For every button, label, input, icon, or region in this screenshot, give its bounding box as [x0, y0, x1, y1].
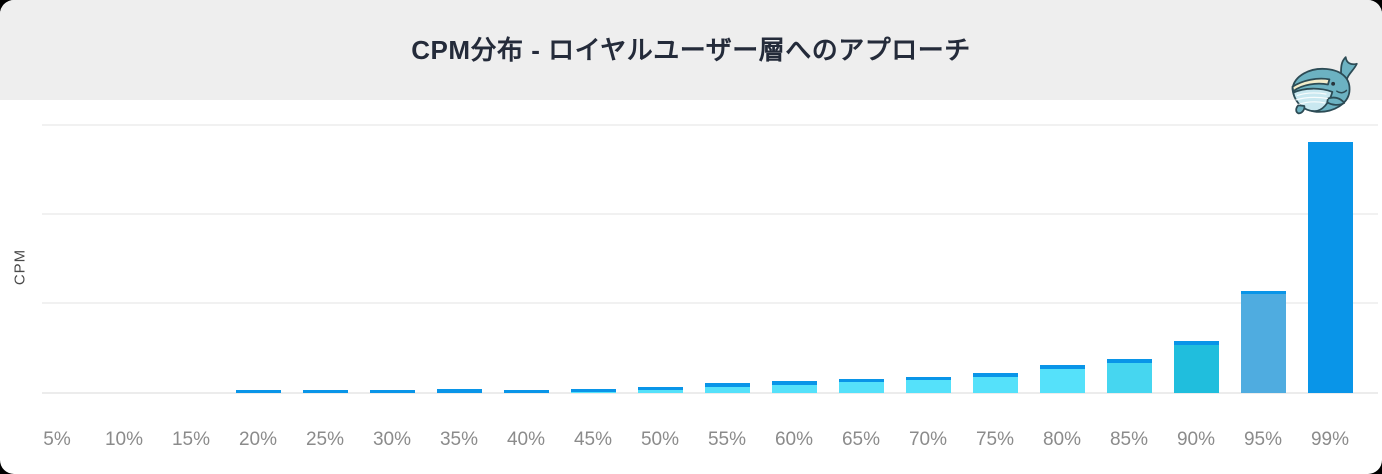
x-tick-label: 70% [908, 429, 948, 450]
gridline [42, 213, 1378, 215]
x-tick-label: 25% [305, 429, 345, 450]
bar-cap [905, 376, 951, 381]
bar-cap [771, 381, 817, 385]
bar-cap [1173, 341, 1219, 345]
bar-30% [369, 389, 415, 393]
y-axis-label: CPM [11, 248, 29, 286]
bar-cap [1039, 365, 1085, 369]
x-tick-label: 35% [439, 429, 479, 450]
x-tick-label: 20% [238, 429, 278, 450]
x-tick-label: 5% [43, 429, 71, 450]
x-tick-label: 65% [841, 429, 881, 450]
bar-cap [637, 386, 683, 391]
bar-85% [1106, 359, 1152, 393]
bar-cap [503, 389, 549, 393]
bar-cap [436, 389, 482, 393]
x-tick-label: 15% [171, 429, 211, 450]
bar-25% [302, 390, 348, 393]
chart-header: CPM分布 - ロイヤルユーザー層へのアプローチ [0, 0, 1382, 100]
x-tick-label: 75% [975, 429, 1015, 450]
x-tick-label: 80% [1042, 429, 1082, 450]
bar-40% [503, 389, 549, 393]
bar-cap [302, 390, 348, 393]
x-axis-line [42, 392, 1378, 394]
bar-cap [838, 378, 884, 383]
bar-55% [704, 383, 750, 393]
bar-50% [637, 386, 683, 393]
bar-cap [570, 388, 616, 393]
bar-75% [972, 373, 1018, 393]
x-tick-label: 10% [104, 429, 144, 450]
chart-title: CPM分布 - ロイヤルユーザー層へのアプローチ [411, 34, 971, 65]
bar-cap [704, 383, 750, 387]
bar-70% [905, 376, 951, 393]
x-tick-label: 95% [1243, 429, 1283, 450]
gridline [42, 302, 1378, 304]
x-tick-label: 60% [774, 429, 814, 450]
x-tick-label: 55% [707, 429, 747, 450]
bar-65% [838, 378, 884, 393]
bar-20% [235, 390, 281, 393]
x-tick-label: 90% [1176, 429, 1216, 450]
bar-45% [570, 388, 616, 393]
bar-cap [1307, 142, 1353, 146]
bar-35% [436, 389, 482, 393]
bar-cap [1106, 359, 1152, 363]
x-tick-label: 50% [640, 429, 680, 450]
x-tick-label: 30% [372, 429, 412, 450]
bar-90% [1173, 341, 1219, 393]
bar-cap [1240, 290, 1286, 295]
bar-95% [1240, 290, 1286, 393]
bar-60% [771, 381, 817, 393]
x-tick-label: 99% [1310, 429, 1350, 450]
x-tick-label: 85% [1109, 429, 1149, 450]
x-tick-label: 45% [573, 429, 613, 450]
bar-cap [972, 373, 1018, 377]
bar-80% [1039, 365, 1085, 393]
x-tick-label: 40% [506, 429, 546, 450]
gridline [42, 124, 1378, 126]
bar-99% [1307, 142, 1353, 393]
whale-icon [1291, 56, 1358, 115]
bar-cap [235, 390, 281, 393]
bar-cap [369, 389, 415, 393]
